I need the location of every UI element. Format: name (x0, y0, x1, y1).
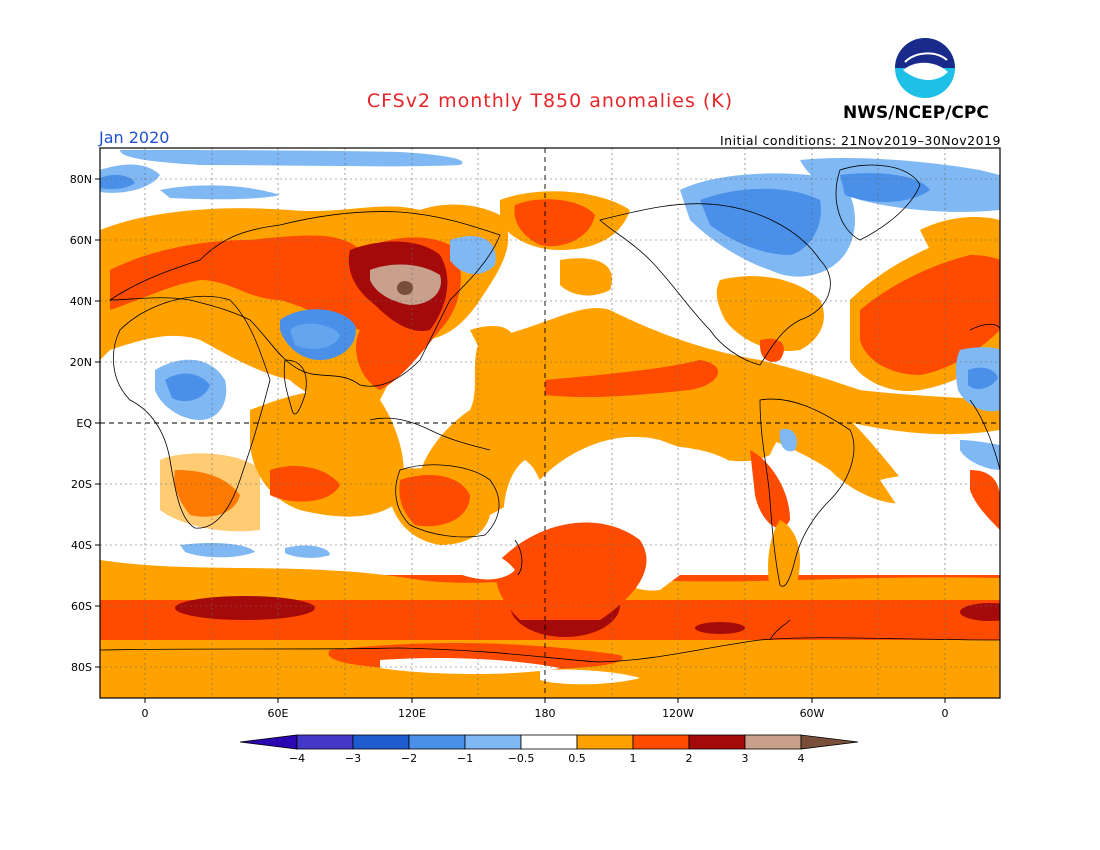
colorbar-swatch-1-05 (464, 734, 522, 750)
lon-label: 60W (799, 707, 825, 720)
lon-label: 0 (141, 707, 149, 720)
colorbar-tick-label: 1 (629, 752, 637, 765)
noaa-logo (895, 38, 955, 98)
initial-conditions: Initial conditions: 21Nov2019–30Nov2019 (719, 133, 1001, 148)
colorbar-tick-label: 3 (741, 752, 749, 765)
anomaly-field (100, 148, 1000, 698)
colorbar-swatch-3-4 (744, 734, 802, 750)
lat-label: 60N (69, 234, 92, 247)
colorbar (239, 734, 859, 750)
lat-label: 20N (69, 356, 92, 369)
valid-month: Jan 2020 (99, 128, 170, 147)
colorbar-tick-label: −2 (400, 752, 418, 765)
lat-label: 80S (71, 661, 92, 674)
colorbar-swatch-3-2 (352, 734, 410, 750)
lat-label: 80N (69, 173, 92, 186)
lat-label: EQ (76, 417, 92, 430)
colorbar-swatch-1-2 (632, 734, 690, 750)
colorbar-tick-label: −1 (456, 752, 474, 765)
colorbar-swatch-4-3 (296, 734, 354, 750)
lat-label: 60S (71, 600, 92, 613)
colorbar-tick-label: −3 (344, 752, 362, 765)
colorbar-tick-label: −0.5 (507, 752, 535, 765)
colorbar-tick-label: 0.5 (568, 752, 586, 765)
colorbar-swatch-05-1 (576, 734, 634, 750)
lon-label: 0 (941, 707, 949, 720)
lat-label: 40N (69, 295, 92, 308)
colorbar-swatch-neutral (520, 734, 578, 750)
lon-label: 60E (267, 707, 289, 720)
colorbar-tick-label: 2 (685, 752, 693, 765)
lon-label: 120E (398, 707, 426, 720)
colorbar-swatch-2-1 (408, 734, 466, 750)
lon-label: 180 (534, 707, 556, 720)
colorbar-swatch-gt-4 (800, 734, 859, 750)
lat-label: 40S (71, 539, 92, 552)
colorbar-tick-label: −4 (288, 752, 306, 765)
lon-label: 120W (662, 707, 694, 720)
colorbar-swatch-2-3 (688, 734, 746, 750)
lat-label: 20S (71, 478, 92, 491)
agency-label: NWS/NCEP/CPC (843, 103, 989, 123)
colorbar-swatch-lt-4 (239, 734, 298, 750)
map-title: CFSv2 monthly T850 anomalies (K) (366, 90, 734, 112)
colorbar-tick-label: 4 (797, 752, 805, 765)
